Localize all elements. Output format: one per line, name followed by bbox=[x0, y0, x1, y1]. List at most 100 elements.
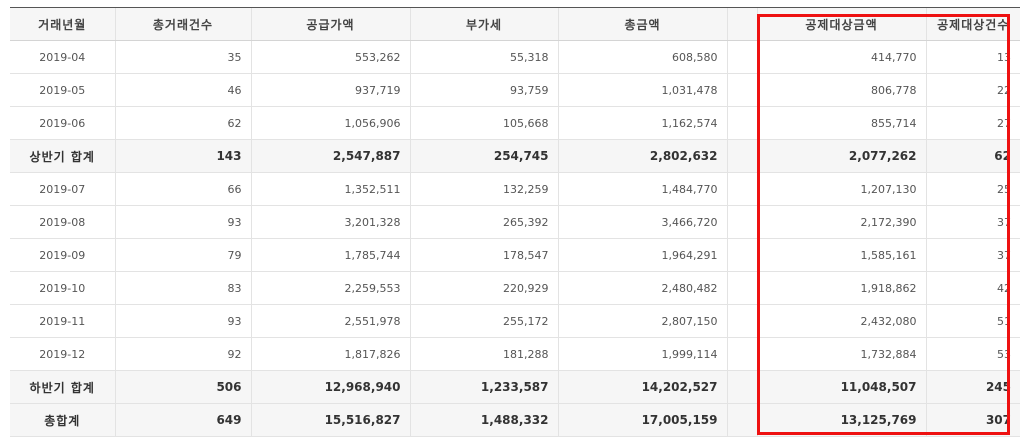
deductible-count-cell: 37 bbox=[925, 238, 1020, 272]
total-count-cell: 143 bbox=[114, 139, 251, 173]
month-cell: 2019-10 bbox=[10, 271, 115, 305]
total-count-cell: 93 bbox=[114, 304, 251, 338]
table-row: 2019-08 93 3,201,328 265,392 3,466,720 2,172,… bbox=[10, 205, 1020, 239]
deductible-amount-cell: 11,048,507 bbox=[756, 370, 926, 404]
spacer-cell bbox=[726, 40, 757, 74]
supply-amount-cell: 3,201,328 bbox=[250, 205, 410, 239]
deductible-amount-cell: 2,077,262 bbox=[756, 139, 926, 173]
deductible-amount-cell: 855,714 bbox=[756, 106, 926, 140]
vat-cell: 93,759 bbox=[409, 73, 558, 107]
month-cell: 상반기 합계 bbox=[10, 139, 115, 173]
spacer-cell bbox=[726, 238, 757, 272]
deductible-amount-cell: 13,125,769 bbox=[756, 403, 926, 437]
total-count-cell: 92 bbox=[114, 337, 251, 371]
spacer-cell bbox=[726, 271, 757, 305]
deductible-amount-cell: 1,732,884 bbox=[756, 337, 926, 371]
deductible-amount-cell: 1,207,130 bbox=[756, 172, 926, 206]
header-deductible-amount: 공제대상금액 bbox=[756, 7, 926, 41]
deductible-count-cell: 307 bbox=[925, 403, 1020, 437]
vat-cell: 132,259 bbox=[409, 172, 558, 206]
deductible-amount-cell: 806,778 bbox=[756, 73, 926, 107]
table-header-row: 거래년월 총거래건수 공급가액 부가세 총금액 공제대상금액 공제대상건수 bbox=[10, 7, 1020, 41]
summary-row: 하반기 합계 506 12,968,940 1,233,587 14,202,527 11… bbox=[10, 370, 1020, 404]
supply-amount-cell: 12,968,940 bbox=[250, 370, 410, 404]
total-count-cell: 62 bbox=[114, 106, 251, 140]
total-amount-cell: 2,807,150 bbox=[557, 304, 727, 338]
header-supply-amount: 공급가액 bbox=[250, 7, 410, 41]
table-row: 2019-09 79 1,785,744 178,547 1,964,291 1,585,… bbox=[10, 238, 1020, 272]
supply-amount-cell: 1,817,826 bbox=[250, 337, 410, 371]
header-total-amount: 총금액 bbox=[557, 7, 727, 41]
deductible-count-cell: 42 bbox=[925, 271, 1020, 305]
supply-amount-cell: 1,352,511 bbox=[250, 172, 410, 206]
spacer-cell bbox=[726, 337, 757, 371]
header-deductible-count: 공제대상건수 bbox=[925, 7, 1020, 41]
total-amount-cell: 3,466,720 bbox=[557, 205, 727, 239]
total-count-cell: 46 bbox=[114, 73, 251, 107]
supply-amount-cell: 2,259,553 bbox=[250, 271, 410, 305]
month-cell: 2019-08 bbox=[10, 205, 115, 239]
total-count-cell: 35 bbox=[114, 40, 251, 74]
deductible-count-cell: 62 bbox=[925, 139, 1020, 173]
table-body: 2019-04 35 553,262 55,318 608,580 414,770 13 20… bbox=[10, 40, 1020, 437]
month-cell: 2019-12 bbox=[10, 337, 115, 371]
table-row: 2019-06 62 1,056,906 105,668 1,162,574 855,71… bbox=[10, 106, 1020, 140]
vat-cell: 1,488,332 bbox=[409, 403, 558, 437]
month-cell: 2019-07 bbox=[10, 172, 115, 206]
supply-amount-cell: 553,262 bbox=[250, 40, 410, 74]
table-row: 2019-11 93 2,551,978 255,172 2,807,150 2,432,… bbox=[10, 304, 1020, 338]
spacer-cell bbox=[726, 304, 757, 338]
vat-cell: 181,288 bbox=[409, 337, 558, 371]
total-count-cell: 83 bbox=[114, 271, 251, 305]
deductible-count-cell: 25 bbox=[925, 172, 1020, 206]
total-amount-cell: 1,964,291 bbox=[557, 238, 727, 272]
month-cell: 2019-09 bbox=[10, 238, 115, 272]
deductible-amount-cell: 2,432,080 bbox=[756, 304, 926, 338]
deductible-count-cell: 27 bbox=[925, 106, 1020, 140]
month-cell: 하반기 합계 bbox=[10, 370, 115, 404]
deductible-count-cell: 22 bbox=[925, 73, 1020, 107]
supply-amount-cell: 1,785,744 bbox=[250, 238, 410, 272]
spacer-cell bbox=[726, 139, 757, 173]
deductible-amount-cell: 414,770 bbox=[756, 40, 926, 74]
vat-cell: 55,318 bbox=[409, 40, 558, 74]
supply-amount-cell: 15,516,827 bbox=[250, 403, 410, 437]
month-cell: 2019-11 bbox=[10, 304, 115, 338]
spacer-cell bbox=[726, 205, 757, 239]
summary-row: 상반기 합계 143 2,547,887 254,745 2,802,632 2,077,… bbox=[10, 139, 1020, 173]
month-cell: 2019-04 bbox=[10, 40, 115, 74]
total-count-cell: 66 bbox=[114, 172, 251, 206]
total-amount-cell: 17,005,159 bbox=[557, 403, 727, 437]
vat-cell: 255,172 bbox=[409, 304, 558, 338]
table-row: 2019-05 46 937,719 93,759 1,031,478 806,778 22 bbox=[10, 73, 1020, 107]
deductible-count-cell: 37 bbox=[925, 205, 1020, 239]
spacer-cell bbox=[726, 370, 757, 404]
supply-amount-cell: 1,056,906 bbox=[250, 106, 410, 140]
spacer-cell bbox=[726, 106, 757, 140]
summary-row: 총합계 649 15,516,827 1,488,332 17,005,159 13,12… bbox=[10, 403, 1020, 437]
total-count-cell: 79 bbox=[114, 238, 251, 272]
deductible-count-cell: 51 bbox=[925, 304, 1020, 338]
deductible-count-cell: 53 bbox=[925, 337, 1020, 371]
month-cell: 2019-06 bbox=[10, 106, 115, 140]
transaction-summary-table-container: 거래년월 총거래건수 공급가액 부가세 총금액 공제대상금액 공제대상건수 20… bbox=[10, 7, 1020, 437]
table-row: 2019-07 66 1,352,511 132,259 1,484,770 1,207,… bbox=[10, 172, 1020, 206]
table-row: 2019-10 83 2,259,553 220,929 2,480,482 1,918,… bbox=[10, 271, 1020, 305]
vat-cell: 265,392 bbox=[409, 205, 558, 239]
deductible-amount-cell: 2,172,390 bbox=[756, 205, 926, 239]
total-amount-cell: 608,580 bbox=[557, 40, 727, 74]
supply-amount-cell: 2,551,978 bbox=[250, 304, 410, 338]
deductible-amount-cell: 1,585,161 bbox=[756, 238, 926, 272]
spacer-cell bbox=[726, 403, 757, 437]
vat-cell: 178,547 bbox=[409, 238, 558, 272]
total-amount-cell: 2,480,482 bbox=[557, 271, 727, 305]
total-amount-cell: 1,162,574 bbox=[557, 106, 727, 140]
table-row: 2019-04 35 553,262 55,318 608,580 414,770 13 bbox=[10, 40, 1020, 74]
spacer-cell bbox=[726, 73, 757, 107]
deductible-amount-cell: 1,918,862 bbox=[756, 271, 926, 305]
deductible-count-cell: 13 bbox=[925, 40, 1020, 74]
supply-amount-cell: 937,719 bbox=[250, 73, 410, 107]
vat-cell: 254,745 bbox=[409, 139, 558, 173]
total-amount-cell: 1,484,770 bbox=[557, 172, 727, 206]
total-count-cell: 506 bbox=[114, 370, 251, 404]
